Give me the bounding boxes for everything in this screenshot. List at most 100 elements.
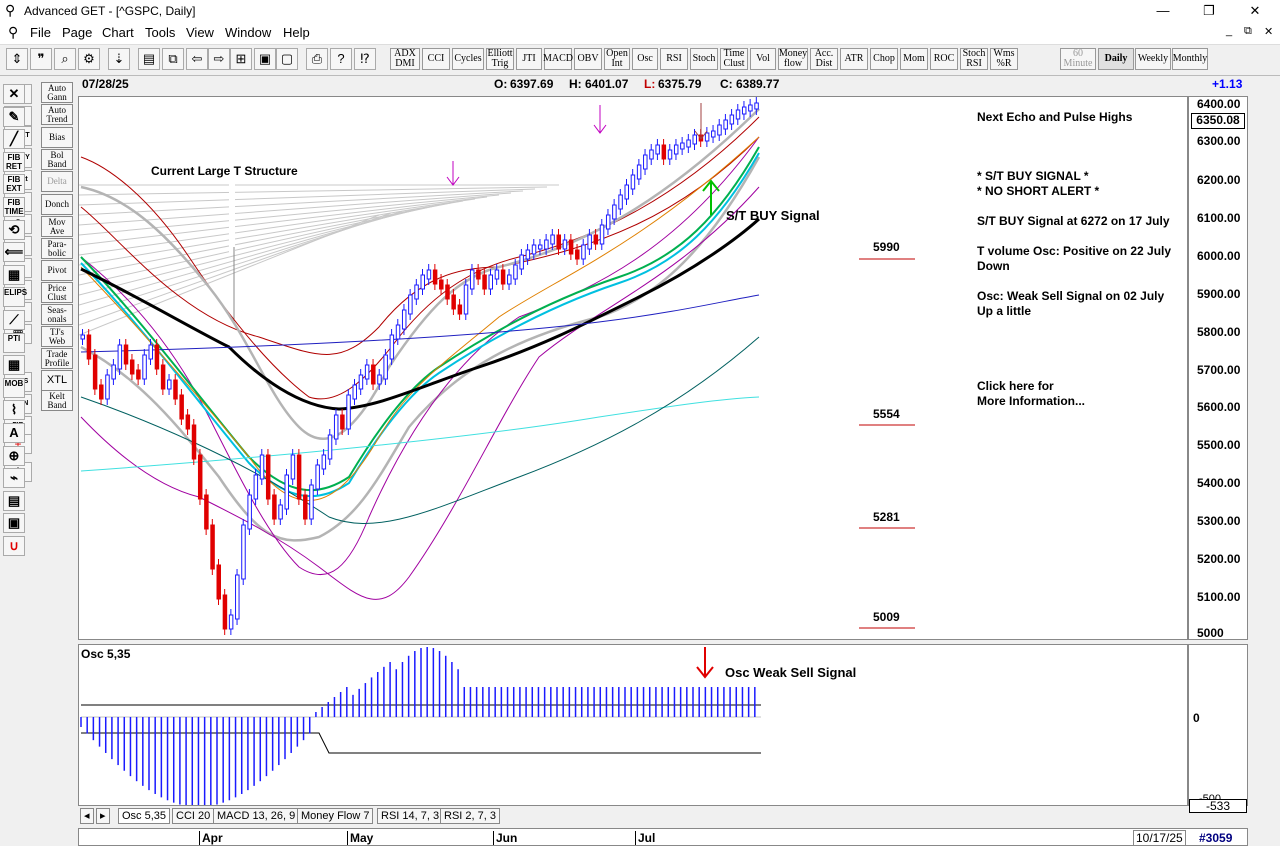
indicator-button-money-flow[interactable]: Money flow	[778, 48, 808, 70]
magnify-icon[interactable]: ⊕	[3, 445, 25, 466]
child-restore-button[interactable]: ⧉	[1244, 25, 1252, 37]
indicator-button-open-int[interactable]: Open Int	[604, 48, 630, 70]
study-button-kelt-band[interactable]: Kelt Band	[41, 390, 73, 411]
tab-cci[interactable]: CCI 20	[172, 808, 215, 824]
close-drawing-icon[interactable]: ✕	[3, 84, 25, 104]
indicator-button-chop[interactable]: Chop	[870, 48, 898, 70]
timeframe-monthly[interactable]: Monthly	[1172, 48, 1208, 70]
tab-money-flow[interactable]: Money Flow 7	[297, 808, 374, 824]
grid-small-icon[interactable]: ▤	[3, 490, 25, 511]
menu-window[interactable]: Window	[225, 25, 272, 40]
minimize-button[interactable]: —	[1156, 3, 1170, 18]
page-icon[interactable]: ▤	[138, 48, 160, 70]
app-menu-icon[interactable]: ⚲	[8, 24, 19, 40]
box-icon[interactable]: ▣	[3, 513, 25, 534]
indicator-button-cycles[interactable]: Cycles	[452, 48, 484, 70]
magnet-icon[interactable]: ∪	[3, 536, 25, 556]
study-button-delta[interactable]: Delta	[41, 171, 73, 192]
study-button-price-clust[interactable]: Price Clust	[41, 282, 73, 303]
ellipse-icon[interactable]: ELIPS	[3, 287, 27, 308]
study-button-bol-band[interactable]: Bol Band	[41, 149, 73, 170]
study-button-pivot[interactable]: Pivot	[41, 260, 73, 281]
line-tool-icon[interactable]: ╱	[3, 129, 25, 150]
menu-tools[interactable]: Tools	[145, 25, 176, 40]
print-icon[interactable]: ⎙	[306, 48, 328, 70]
indicator-button-roc[interactable]: ROC	[930, 48, 958, 70]
fib-ext-icon[interactable]: FIB EXT	[3, 174, 25, 195]
chart-icon[interactable]: ⊞	[230, 48, 252, 70]
tools-icon[interactable]: ⚙	[78, 48, 100, 70]
copy-icon[interactable]: ⧉	[162, 48, 184, 70]
price-scale[interactable]: 6400.00 6300.00 6200.00 6100.00 6000.00 5900.…	[1188, 96, 1248, 640]
window-icon[interactable]: ▢	[276, 48, 298, 70]
indicator-button-adx-dmi[interactable]: ADX DMI	[390, 48, 420, 70]
indicator-button-osc[interactable]: Osc	[632, 48, 658, 70]
indicator-button-jti[interactable]: JTI	[516, 48, 542, 70]
indicator-button-mom[interactable]: Mom	[900, 48, 928, 70]
zoom-icon[interactable]: ⌕	[54, 48, 76, 70]
study-button-xtl[interactable]: XTL	[41, 370, 73, 391]
help-icon[interactable]: ?	[330, 48, 352, 70]
pti-icon[interactable]: PTI	[3, 332, 25, 353]
price-chart[interactable]: Current Large T Structure S/T BUY Signal…	[78, 96, 1188, 640]
oscillator-pane[interactable]: Osc 5,35 Osc Weak Sell Signal	[78, 644, 1188, 806]
scroll-left-icon[interactable]: ⇦	[186, 48, 208, 70]
channel-icon[interactable]: ⟸	[3, 242, 25, 263]
quote-icon[interactable]: ❞	[30, 48, 52, 70]
scroll-right-icon[interactable]: ⇨	[208, 48, 230, 70]
tab-rsi-14[interactable]: RSI 14, 7, 3	[377, 808, 444, 824]
study-button-seas-onals[interactable]: Seas- onals	[41, 304, 73, 325]
tab-macd[interactable]: MACD 13, 26, 9	[213, 808, 300, 824]
indicator-button-macd[interactable]: MACD	[543, 48, 573, 70]
tab-scroll-left[interactable]: ◂	[80, 808, 94, 824]
study-button-trade-profile[interactable]: Trade Profile	[41, 348, 73, 369]
timeframe-daily[interactable]: Daily	[1098, 48, 1134, 70]
indicator-button-elliott-trig[interactable]: Elliott Trig	[486, 48, 514, 70]
indicator-button-wms-r[interactable]: Wms %R	[990, 48, 1018, 70]
time-axis[interactable]: Apr May Jun Jul 10/17/25 #3059	[78, 828, 1248, 846]
menu-help[interactable]: Help	[283, 25, 310, 40]
menu-page[interactable]: Page	[62, 25, 93, 40]
indicator-button-time-clust[interactable]: Time Clust	[720, 48, 748, 70]
child-minimize-button[interactable]: _	[1226, 25, 1233, 37]
tab-osc[interactable]: Osc 5,35	[118, 808, 171, 824]
menu-file[interactable]: File	[30, 25, 51, 40]
fan-icon[interactable]: ⟲	[3, 219, 25, 240]
close-button[interactable]: ✕	[1249, 3, 1261, 18]
indicator-button-rsi[interactable]: RSI	[660, 48, 688, 70]
study-button-para-bolic[interactable]: Para- bolic	[41, 238, 73, 259]
study-button-auto-gann[interactable]: Auto Gann	[41, 82, 73, 103]
tab-scroll-right[interactable]: ▸	[96, 808, 110, 824]
study-button-donch[interactable]: Donch	[41, 194, 73, 215]
study-button-bias[interactable]: Bias	[41, 127, 73, 148]
child-close-button[interactable]: ✕	[1264, 26, 1274, 38]
menu-chart[interactable]: Chart	[102, 25, 134, 40]
timeframe-weekly[interactable]: Weekly	[1135, 48, 1171, 70]
text-tool-icon[interactable]: A	[3, 423, 25, 443]
indicator-button-stoch[interactable]: Stoch	[690, 48, 718, 70]
indicator-button-stoch-rsi[interactable]: Stoch RSI	[960, 48, 988, 70]
indicator-button-vol[interactable]: Vol	[750, 48, 776, 70]
indicator-button-acc-dist[interactable]: Acc. Dist	[810, 48, 838, 70]
arrow-down-icon[interactable]: ⇣	[108, 48, 130, 70]
grid-icon[interactable]: ▦	[3, 264, 25, 285]
mob-icon[interactable]: MOB	[3, 377, 25, 398]
indicator-button-atr[interactable]: ATR	[840, 48, 868, 70]
maximize-button[interactable]: ❐	[1203, 3, 1215, 18]
gann-fan-icon[interactable]: ⌇	[3, 400, 25, 421]
table-icon[interactable]: ▦	[3, 355, 25, 376]
pencil-icon[interactable]: ✎	[3, 106, 25, 127]
menu-view[interactable]: View	[186, 25, 214, 40]
study-button-auto-trend[interactable]: Auto Trend	[41, 104, 73, 125]
indicator-button-obv[interactable]: OBV	[574, 48, 602, 70]
study-button-mov-ave[interactable]: Mov Ave	[41, 216, 73, 237]
measure-icon[interactable]: ⌁	[3, 468, 25, 489]
fib-ret-icon[interactable]: FIB RET	[3, 151, 25, 172]
timeframe-60-minute[interactable]: 60 Minute	[1060, 48, 1096, 70]
more-info-link[interactable]: Click here for More Information...	[977, 379, 1177, 409]
fib-time-icon[interactable]: FIB TIME	[3, 197, 25, 217]
context-help-icon[interactable]: ⁉	[354, 48, 376, 70]
pointer-icon[interactable]: ⇕	[6, 48, 28, 70]
study-button-tj-s-web[interactable]: TJ's Web	[41, 326, 73, 347]
tab-rsi-2[interactable]: RSI 2, 7, 3	[440, 808, 500, 824]
